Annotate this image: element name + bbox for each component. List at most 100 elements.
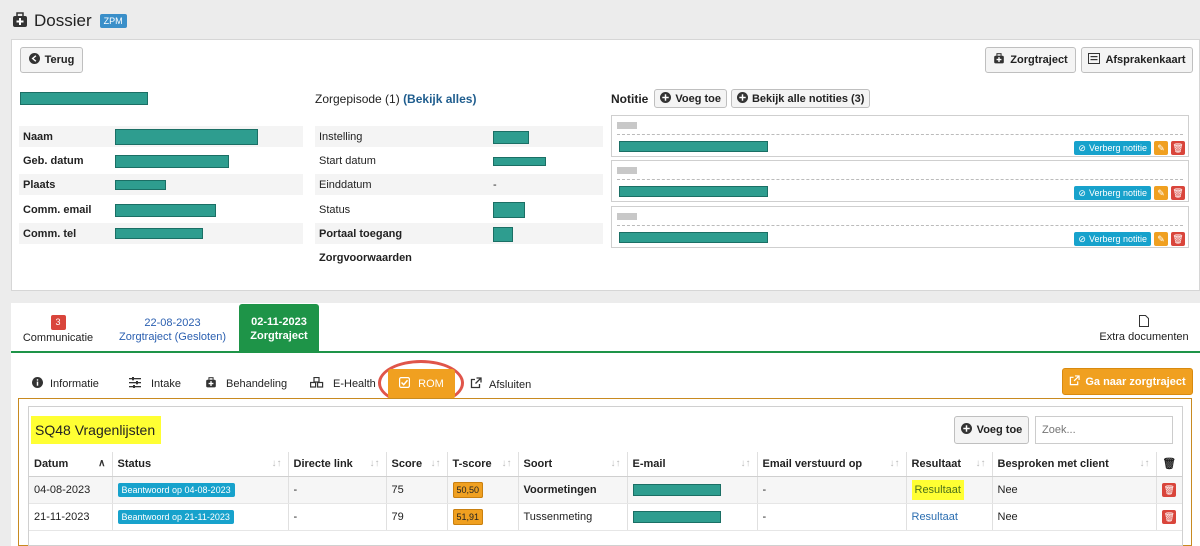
col-directe-link[interactable]: Directe link ↓↑ — [288, 452, 387, 477]
col-delete: 🗑 — [1156, 452, 1182, 477]
zorgtraject-button[interactable]: Zorgtraject — [985, 47, 1076, 73]
add-questionnaire-button[interactable]: Voeg toe — [954, 416, 1029, 444]
subtab-informatie[interactable]: Informatie — [32, 377, 99, 391]
patient-row: Comm. email — [19, 199, 303, 220]
cell-email — [627, 476, 758, 504]
resultaat-link[interactable]: Resultaat — [911, 479, 964, 500]
view-all-notes-button[interactable]: Bekijk alle notities (3) — [730, 89, 871, 108]
eye-slash-icon: ⊘ — [1078, 187, 1086, 198]
subtab-ehealth[interactable]: E-Health — [310, 376, 376, 391]
sliders-icon — [129, 377, 141, 391]
arrow-left-icon — [28, 53, 40, 67]
hide-note-button[interactable]: ⊘ Verberg notitie — [1074, 232, 1151, 246]
episode-row: Status — [315, 199, 603, 220]
tab-communicatie[interactable]: 3 Communicatie — [14, 305, 102, 351]
eye-slash-icon: ⊘ — [1078, 142, 1086, 153]
divider — [617, 134, 1183, 135]
cell-soort: Tussenmeting — [518, 503, 628, 531]
col-email[interactable]: E-mail ↓↑ — [627, 452, 758, 477]
note-card: ⊘ Verberg notitie ✎ 🗑 — [611, 115, 1189, 157]
trash-icon: 🗑 — [1172, 143, 1184, 153]
redacted-email — [632, 510, 721, 523]
add-note-button[interactable]: Voeg toe — [654, 89, 727, 108]
goto-label: Ga naar zorgtraject — [1085, 375, 1186, 388]
cell-besproken: Nee — [992, 503, 1157, 531]
field-label: Instelling — [319, 130, 363, 143]
subtab-label: Afsluiten — [489, 378, 532, 391]
episode-row: Einddatum - — [315, 174, 603, 195]
tab-date: 22-08-2023 — [144, 317, 201, 329]
edit-note-button[interactable]: ✎ — [1154, 186, 1168, 200]
episode-view-all-link[interactable]: (Bekijk alles) — [403, 92, 477, 106]
delete-note-button[interactable]: 🗑 — [1171, 232, 1185, 246]
cell-link: - — [288, 476, 387, 504]
field-label: Comm. tel — [23, 227, 77, 240]
sort-icon: ↓↑ — [740, 458, 751, 469]
subtab-intake[interactable]: Intake — [129, 377, 181, 391]
note-card: ⊘ Verberg notitie ✎ 🗑 — [611, 160, 1189, 202]
communicatie-count-badge: 3 — [50, 315, 66, 330]
field-label: Status — [319, 203, 351, 216]
episode-title: Zorgepisode (1) — [315, 92, 400, 106]
col-score[interactable]: Score ↓↑ — [386, 452, 448, 477]
page-title: Dossier — [34, 11, 92, 30]
subtab-label: Informatie — [50, 378, 99, 390]
redacted-value — [493, 131, 529, 144]
edit-note-button[interactable]: ✎ — [1154, 232, 1168, 246]
resultaat-link[interactable]: Resultaat — [911, 510, 958, 523]
redacted-value — [115, 155, 229, 168]
cell-tscore: 51,91 — [447, 503, 519, 531]
delete-note-button[interactable]: 🗑 — [1171, 186, 1185, 200]
trash-icon: 🗑 — [1172, 188, 1184, 198]
afsprakenkaart-button[interactable]: Afsprakenkaart — [1081, 47, 1193, 73]
hide-note-button[interactable]: ⊘ Verberg notitie — [1074, 186, 1151, 200]
col-tscore[interactable]: T-score ↓↑ — [447, 452, 519, 477]
sort-icon: ↓↑ — [501, 458, 512, 469]
search-input[interactable] — [1035, 416, 1173, 444]
notes-title: Notitie — [611, 91, 649, 106]
subtab-behandeling[interactable]: Behandeling — [205, 377, 287, 391]
hide-note-button[interactable]: ⊘ Verberg notitie — [1074, 141, 1151, 155]
note-card: ⊘ Verberg notitie ✎ 🗑 — [611, 206, 1189, 248]
table-row: 21-11-2023 Beantwoord op 21-11-2023 - 79… — [29, 503, 1182, 531]
edit-note-button[interactable]: ✎ — [1154, 141, 1168, 155]
col-resultaat[interactable]: Resultaat ↓↑ — [906, 452, 993, 477]
rom-table: Datum ∧ Status ↓↑ Directe link ↓↑ Score ↓↑ T… — [29, 452, 1182, 531]
tab-zorgtraject-active[interactable]: 02-11-2023 Zorgtraject — [239, 304, 319, 352]
list-icon — [1088, 53, 1101, 67]
col-status[interactable]: Status ↓↑ — [112, 452, 289, 477]
tab-extra-documenten[interactable]: Extra documenten — [1093, 305, 1195, 351]
subtab-afsluiten[interactable]: Afsluiten — [470, 377, 531, 392]
document-icon — [1093, 315, 1195, 330]
delete-row-button[interactable]: 🗑 — [1162, 509, 1177, 524]
back-button[interactable]: Terug — [20, 47, 83, 73]
column-label: T-score — [452, 457, 492, 470]
column-label: Directe link — [293, 457, 353, 470]
cell-besproken: Nee — [992, 476, 1157, 504]
episode-header: Zorgepisode (1) (Bekijk alles) — [315, 92, 476, 106]
redacted-value — [115, 228, 203, 239]
redacted-note-text — [619, 232, 768, 243]
cell-status: Beantwoord op 21-11-2023 — [112, 503, 289, 531]
goto-zorgtraject-button[interactable]: Ga naar zorgtraject — [1062, 368, 1193, 395]
col-soort[interactable]: Soort ↓↑ — [518, 452, 628, 477]
episode-row: Zorgvoorwaarden — [315, 247, 603, 268]
zorgtraject-label: Zorgtraject — [1010, 54, 1068, 66]
zpm-badge: ZPM — [99, 14, 127, 28]
notes-header: Notitie Voeg toe Bekijk alle notities (3… — [611, 89, 871, 108]
col-besproken[interactable]: Besproken met client ↓↑ — [992, 452, 1157, 477]
col-email-verstuurd[interactable]: Email verstuurd op ↓↑ — [757, 452, 907, 477]
check-square-icon — [399, 377, 411, 391]
cell-verstuurd: - — [757, 476, 907, 504]
trash-icon: 🗑 — [1172, 234, 1184, 244]
episode-row: Start datum — [315, 150, 603, 171]
tab-zorgtraject-gesloten[interactable]: 22-08-2023 Zorgtraject (Gesloten) — [110, 305, 235, 351]
field-label: Start datum — [319, 154, 376, 167]
field-label: Portaal toegang — [319, 227, 403, 240]
col-datum[interactable]: Datum ∧ — [29, 452, 113, 477]
plus-circle-icon — [736, 91, 748, 106]
subtab-rom[interactable]: ROM — [388, 369, 455, 399]
cell-status: Beantwoord op 04-08-2023 — [112, 476, 289, 504]
delete-row-button[interactable]: 🗑 — [1162, 482, 1177, 497]
delete-note-button[interactable]: 🗑 — [1171, 141, 1185, 155]
